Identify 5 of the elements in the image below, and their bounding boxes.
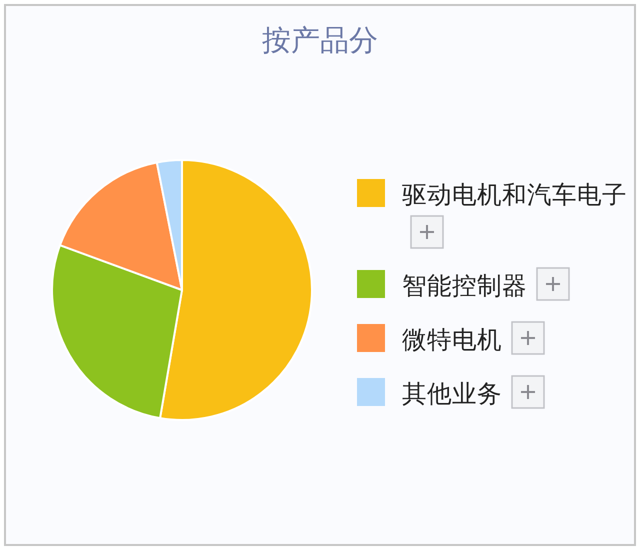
legend-label: 其他业务 (402, 379, 502, 408)
legend-label: 驱动电机和汽车电子 (402, 180, 627, 209)
legend-label: 智能控制器 (402, 271, 527, 300)
legend-label: 微特电机 (402, 325, 502, 354)
chart-title: 按产品分 (262, 23, 378, 57)
